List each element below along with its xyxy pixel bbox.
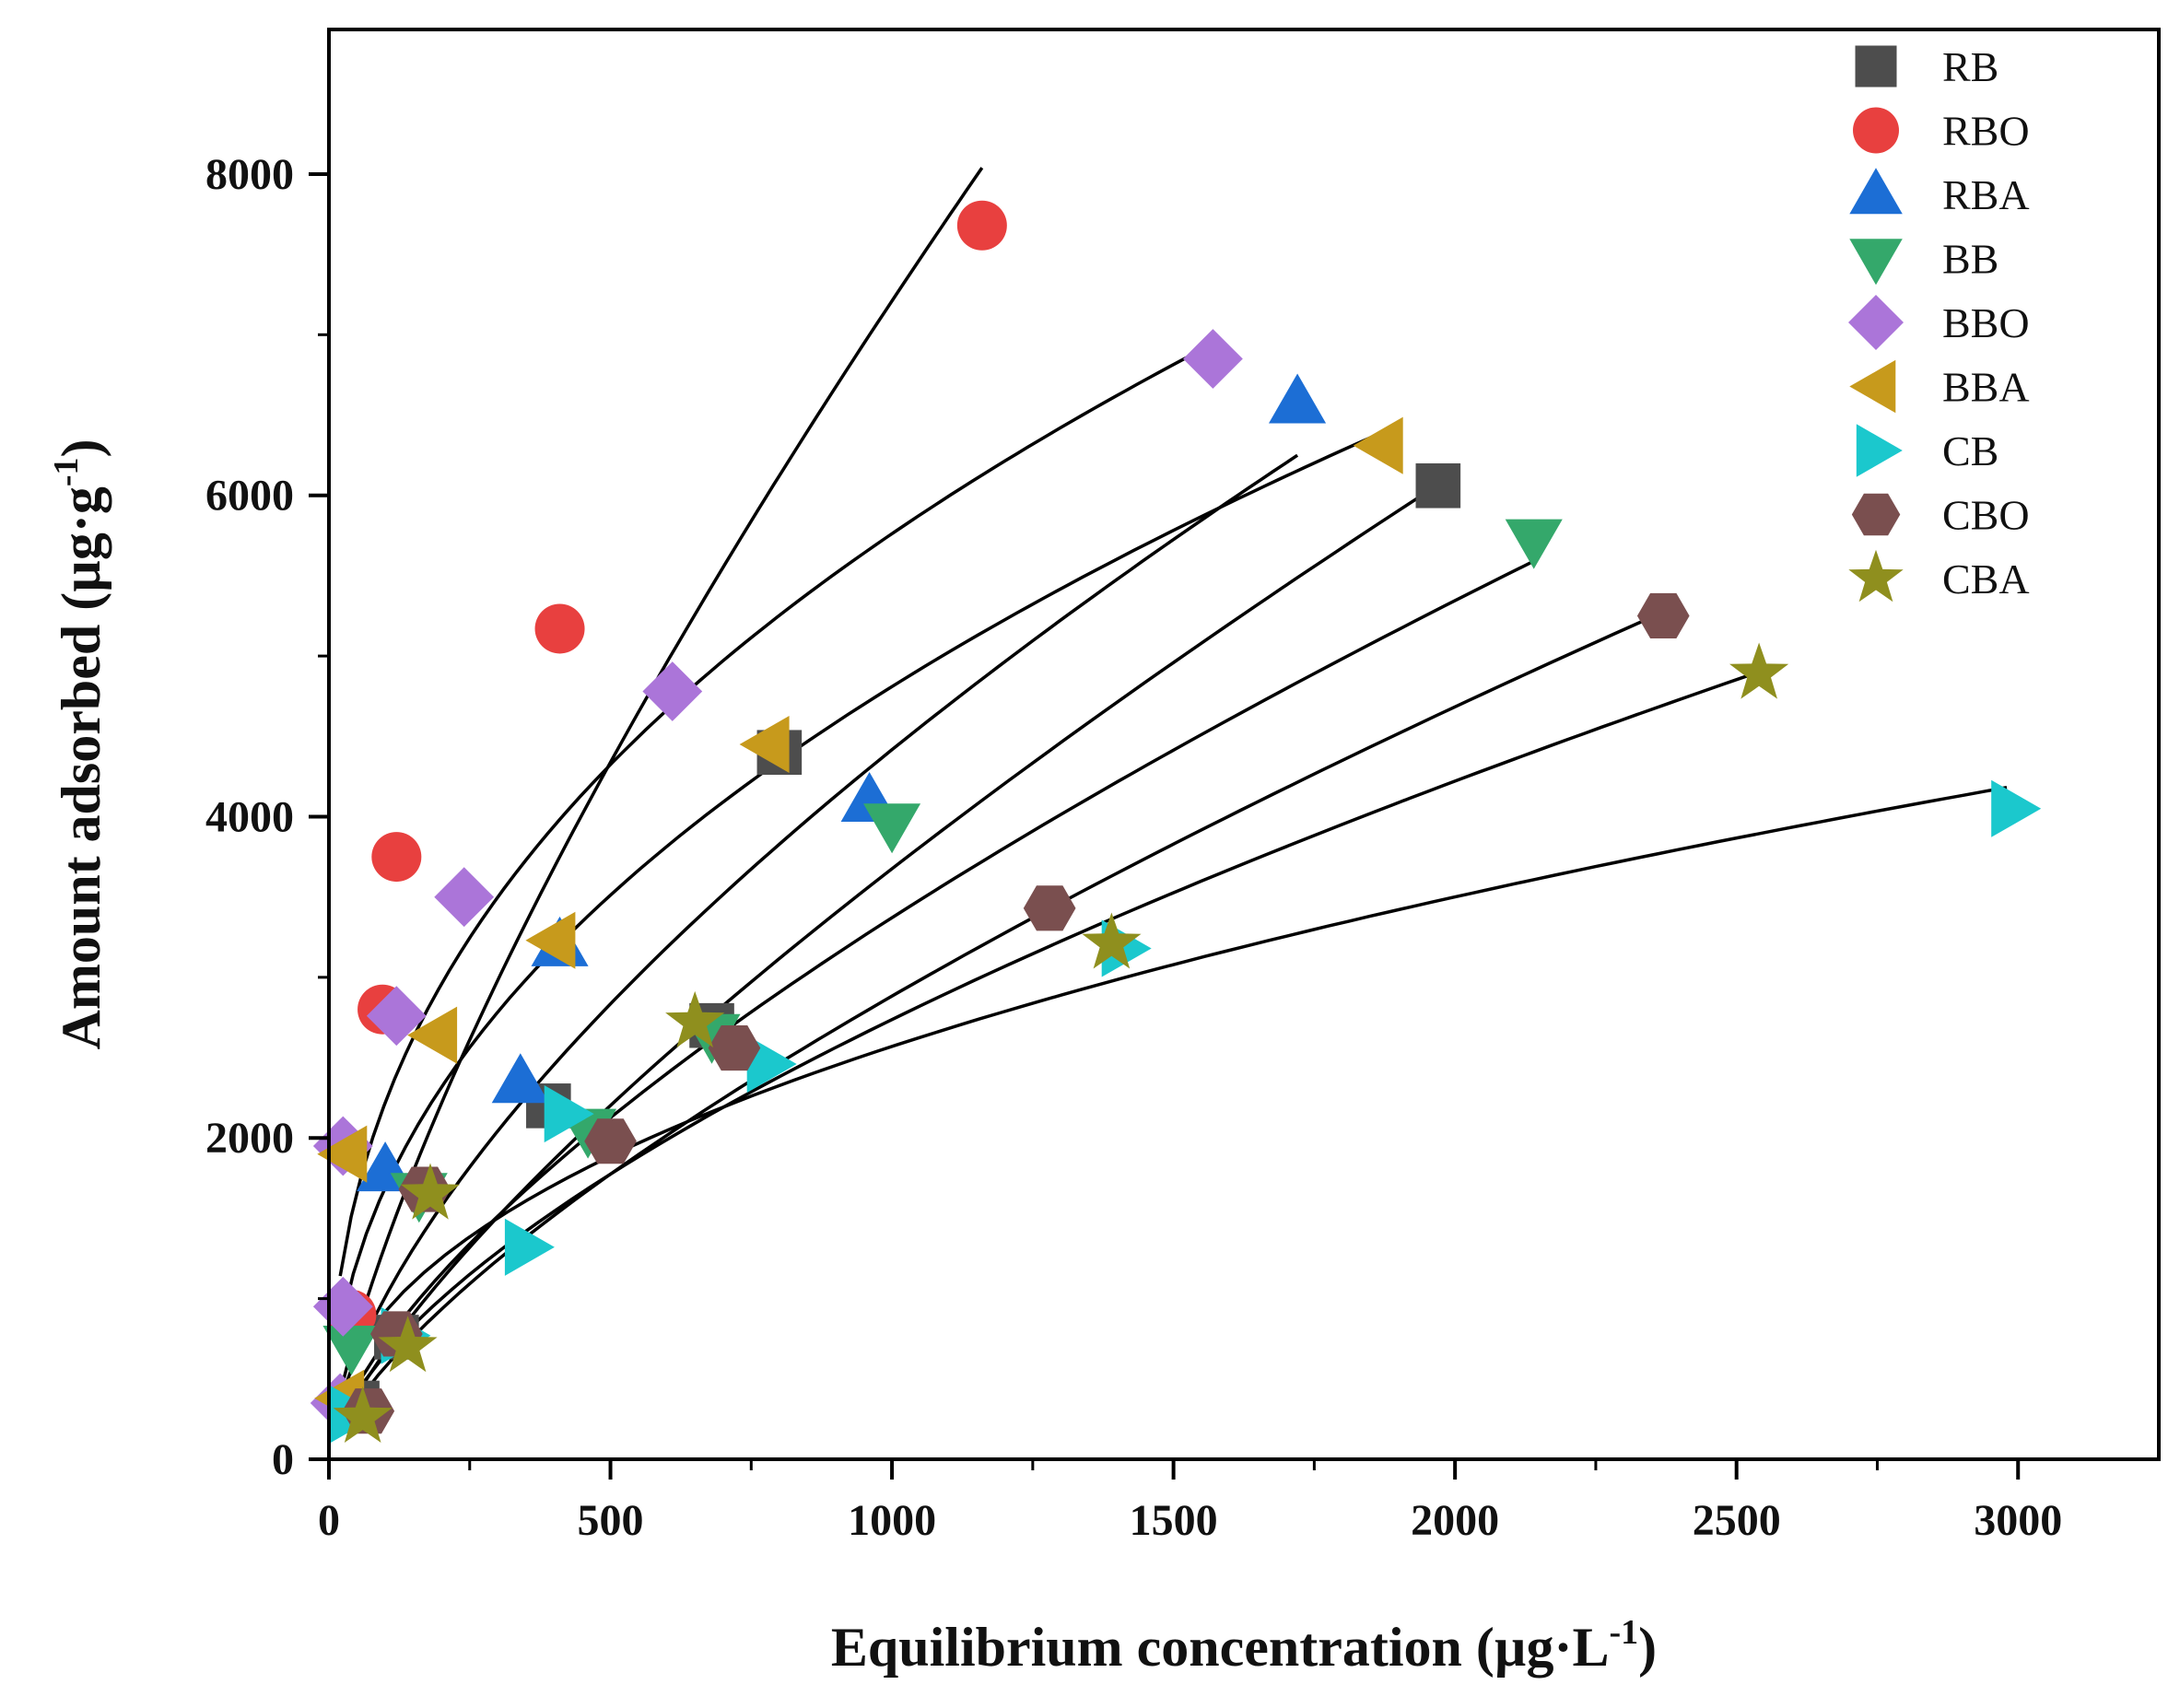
legend-label-rbo: RBO (1942, 108, 2030, 155)
y-tick-label: 4000 (205, 792, 294, 841)
y-tick-label: 2000 (205, 1114, 294, 1163)
legend-marker-bba (1849, 360, 1895, 414)
legend: RB RBO RBA BB BBO BBA CB CBO CBA (1848, 43, 2030, 602)
point-rba (1269, 374, 1326, 424)
legend-marker-rba (1849, 168, 1903, 214)
fit-curve-rb (340, 488, 1433, 1426)
fit-curve-cbo (363, 612, 1664, 1395)
point-cbo (1637, 593, 1690, 638)
fit-curves (340, 168, 2007, 1426)
point-rbo (957, 201, 1007, 251)
legend-label-bba: BBA (1942, 364, 2030, 411)
point-bbo (1183, 329, 1243, 389)
fit-curve-cb (363, 788, 2007, 1341)
y-tick-label: 8000 (205, 150, 294, 199)
point-cb (1991, 780, 2041, 837)
legend-marker-cba (1848, 550, 1903, 602)
legend-marker-bbo (1848, 295, 1904, 350)
legend-marker-cb (1857, 424, 1903, 477)
legend-marker-cbo (1852, 494, 1901, 535)
fit-curve-cba (363, 672, 1759, 1383)
point-rbo (371, 832, 421, 882)
x-tick-label: 500 (578, 1496, 644, 1545)
point-bba (1354, 417, 1403, 474)
data-markers (311, 201, 2041, 1443)
x-tick-label: 3000 (1974, 1496, 2062, 1545)
point-bbo (642, 661, 702, 721)
legend-marker-rb (1856, 46, 1897, 88)
fit-curve-bba (340, 433, 1382, 1329)
y-axis-title: Amount adsorbed (µg·g-1) (47, 439, 111, 1050)
point-rbo (535, 603, 585, 653)
point-cba (1729, 643, 1788, 699)
legend-label-cb: CB (1942, 427, 1998, 474)
x-tick-label: 1500 (1130, 1496, 1218, 1545)
point-rb (1416, 463, 1461, 509)
x-tick-label: 2500 (1693, 1496, 1781, 1545)
x-tick-label: 2000 (1411, 1496, 1499, 1545)
chart-container: 0 500 1000 1500 2000 2500 3000 0 2000 4000 6000 800… (0, 0, 2180, 1703)
legend-marker-bb (1849, 239, 1903, 285)
x-tick-label: 1000 (848, 1496, 936, 1545)
legend-label-bbo: BBO (1942, 299, 2030, 346)
legend-label-rba: RBA (1942, 171, 2030, 218)
axes: 0 500 1000 1500 2000 2500 3000 0 2000 4000 6000 800… (205, 150, 2062, 1545)
point-bb (1506, 520, 1563, 569)
legend-label-cbo: CBO (1942, 492, 2030, 539)
adsorption-isotherm-chart: 0 500 1000 1500 2000 2500 3000 0 2000 4000 6000 800… (0, 0, 2180, 1703)
legend-marker-rbo (1853, 108, 1899, 154)
x-tick-label: 0 (318, 1496, 340, 1545)
legend-label-rb: RB (1942, 43, 1998, 90)
fit-curve-bbo (340, 344, 1213, 1276)
y-tick-label: 6000 (205, 472, 294, 521)
x-axis-title: Equilibrium concentration (µg·L-1) (831, 1613, 1657, 1678)
point-bb (863, 803, 920, 853)
legend-label-cba: CBA (1942, 556, 2030, 602)
point-cbo (1024, 885, 1076, 930)
legend-label-bb: BB (1942, 236, 1998, 283)
y-tick-label: 0 (272, 1435, 294, 1484)
